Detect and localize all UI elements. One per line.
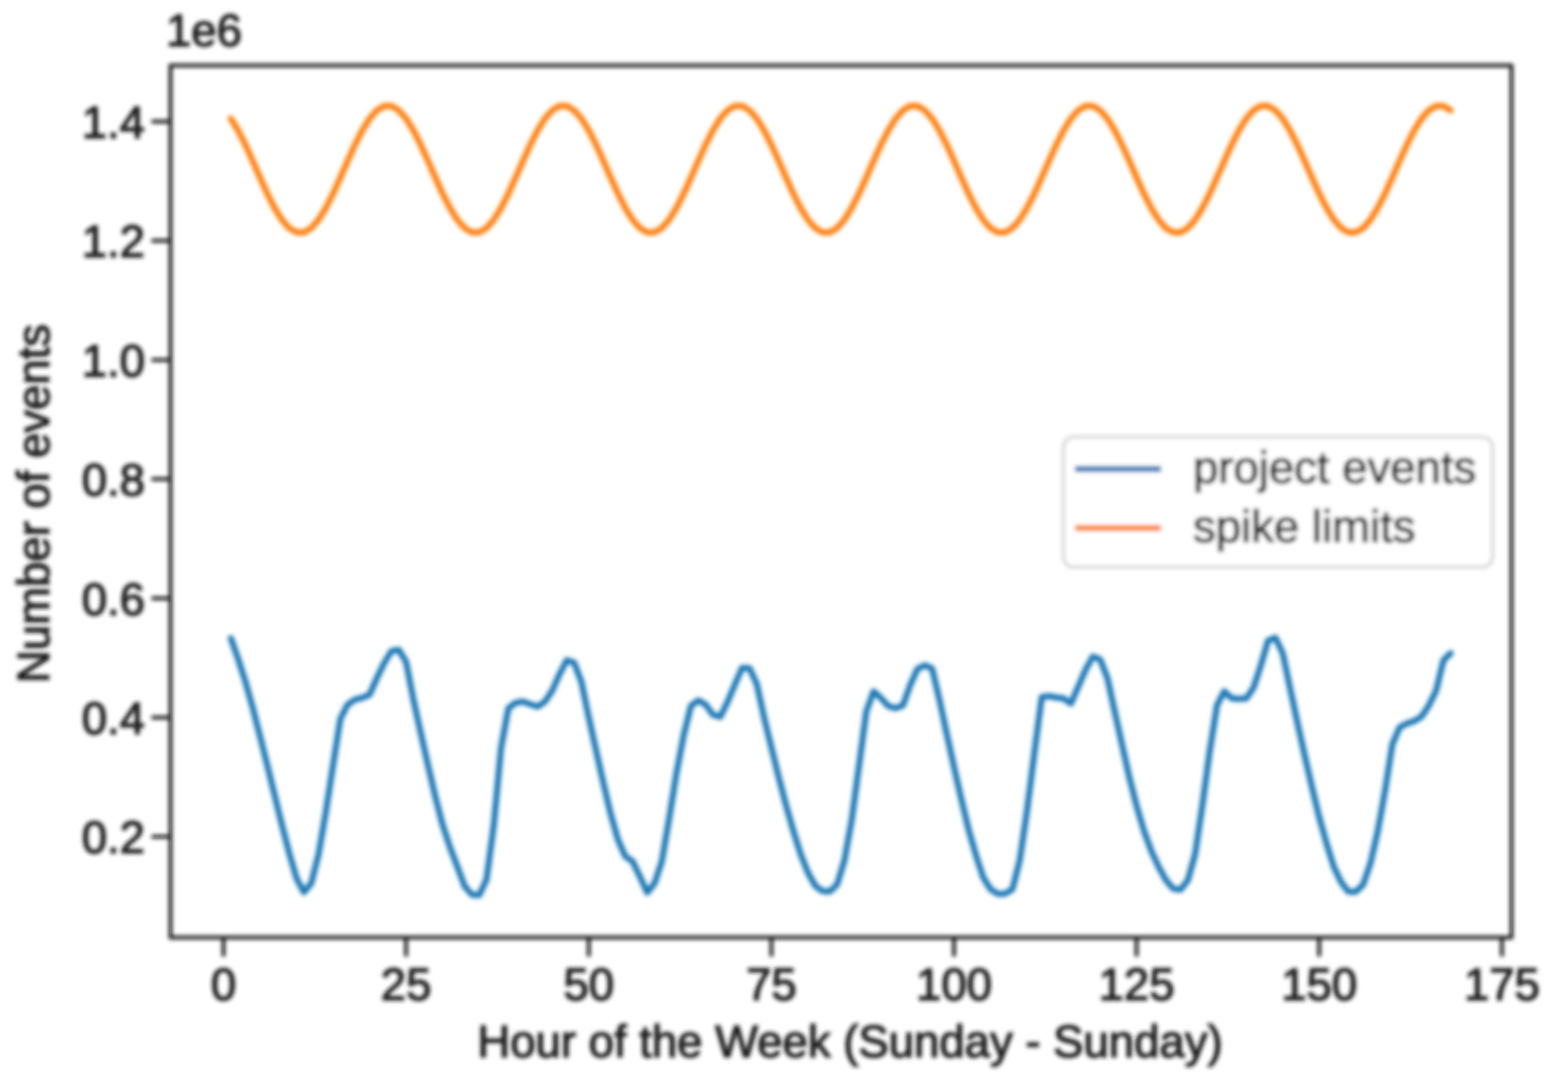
svg-text:0.4: 0.4: [82, 693, 145, 744]
svg-text:75: 75: [746, 959, 797, 1010]
svg-text:0: 0: [211, 959, 236, 1010]
svg-text:1.0: 1.0: [82, 335, 145, 386]
svg-text:1e6: 1e6: [166, 5, 242, 56]
svg-text:100: 100: [916, 959, 992, 1010]
svg-text:150: 150: [1281, 959, 1357, 1010]
svg-text:spike limits: spike limits: [1193, 501, 1415, 552]
svg-text:125: 125: [1099, 959, 1175, 1010]
svg-text:175: 175: [1464, 959, 1540, 1010]
svg-text:50: 50: [563, 959, 614, 1010]
svg-text:25: 25: [381, 959, 432, 1010]
svg-text:1.2: 1.2: [82, 216, 145, 267]
svg-text:0.6: 0.6: [82, 574, 145, 625]
svg-text:Number of events: Number of events: [8, 324, 59, 683]
svg-text:Hour of the Week (Sunday - Sun: Hour of the Week (Sunday - Sunday): [477, 1016, 1222, 1067]
svg-text:project events: project events: [1193, 442, 1476, 493]
svg-text:0.2: 0.2: [82, 812, 145, 863]
svg-text:0.8: 0.8: [82, 455, 145, 506]
svg-text:1.4: 1.4: [82, 97, 145, 148]
